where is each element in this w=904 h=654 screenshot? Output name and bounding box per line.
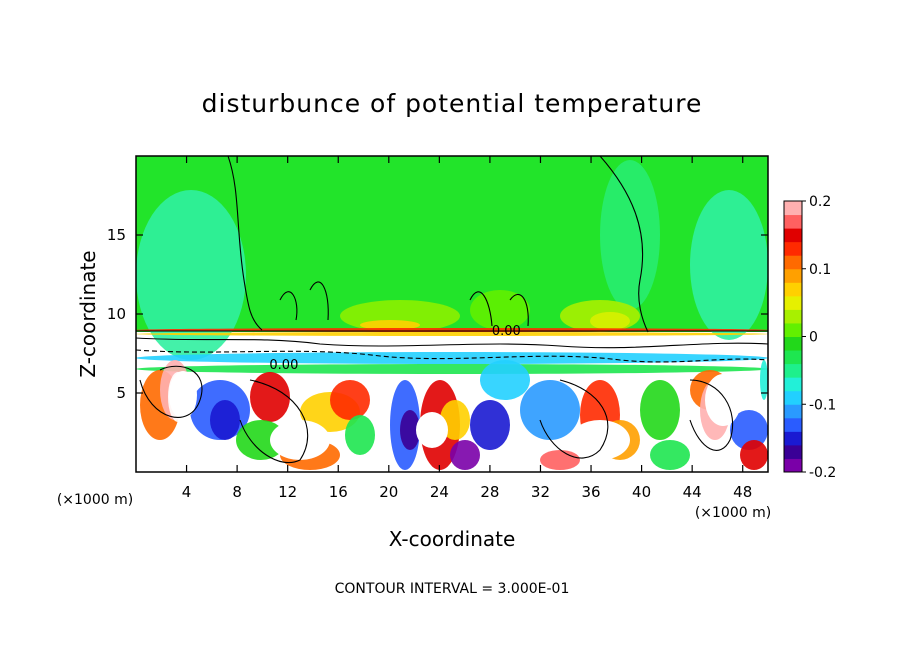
contour-line bbox=[239, 379, 309, 464]
y-axis-unit-label: (×1000 m) bbox=[695, 505, 771, 521]
x-tick-label: 48 bbox=[733, 483, 752, 501]
field-patch bbox=[210, 400, 240, 440]
colorbar-swatch bbox=[784, 268, 802, 283]
contour-line bbox=[227, 156, 263, 331]
colorbar-swatch bbox=[784, 350, 802, 365]
colorbar-swatch bbox=[784, 444, 802, 459]
contour-line bbox=[136, 337, 768, 349]
contour-label: 0.00 bbox=[492, 324, 521, 339]
contour-line bbox=[509, 293, 529, 327]
field-patch bbox=[740, 440, 768, 470]
colorbar-swatch bbox=[784, 404, 802, 419]
colorbar-tick-label: -0.2 bbox=[809, 465, 836, 481]
y-tick-label: 10 bbox=[107, 305, 126, 323]
contour-label: 0.00 bbox=[269, 358, 298, 373]
field-patch bbox=[136, 364, 768, 374]
field-patch bbox=[640, 380, 680, 440]
field-patch bbox=[250, 372, 290, 422]
contour-line bbox=[539, 379, 609, 459]
field-patch bbox=[470, 400, 510, 450]
colorbar-swatch bbox=[784, 241, 802, 256]
colorbar-swatch bbox=[784, 458, 802, 473]
field-patch bbox=[236, 420, 286, 460]
colorbar-tick-label: 0 bbox=[809, 330, 818, 346]
colorbar-swatch bbox=[784, 363, 802, 378]
y-axis: 5 10 15 bbox=[107, 226, 768, 402]
field-patch bbox=[136, 332, 768, 336]
field-patch bbox=[360, 320, 420, 330]
y-tick-label: 5 bbox=[116, 384, 126, 402]
x-tick-label: 32 bbox=[531, 483, 550, 501]
colorbar: 0.2 0.1 0 -0.1 -0.2 bbox=[783, 194, 836, 481]
colorbar-swatch bbox=[784, 309, 802, 324]
field-patch bbox=[730, 410, 768, 450]
contour-interval-note: CONTOUR INTERVAL = 3.000E-01 bbox=[335, 581, 570, 597]
contour-line bbox=[279, 291, 298, 321]
field-patch bbox=[540, 450, 580, 470]
x-tick-label: 8 bbox=[232, 483, 242, 501]
eddy-core bbox=[570, 420, 630, 460]
y-axis-label: Z-coordinate bbox=[76, 250, 100, 377]
contour-line bbox=[309, 281, 329, 321]
colorbar-swatch bbox=[784, 214, 802, 229]
colorbar-tick-label: 0.1 bbox=[809, 262, 831, 278]
field-patch bbox=[480, 360, 530, 400]
x-tick-label: 28 bbox=[480, 483, 499, 501]
colorbar-swatch bbox=[784, 228, 802, 243]
colorbar-tick-label: 0.2 bbox=[809, 194, 831, 210]
colorbar-swatch bbox=[784, 377, 802, 392]
colorbar-tick-label: -0.1 bbox=[809, 397, 836, 413]
eddy-core bbox=[416, 412, 448, 448]
field-patch bbox=[470, 290, 530, 330]
x-axis-label: X-coordinate bbox=[389, 527, 516, 551]
contour-line bbox=[689, 379, 734, 451]
field-patch bbox=[520, 380, 580, 440]
eddy-core bbox=[705, 374, 741, 426]
x-axis: 4 8 12 16 20 24 28 32 36 40 44 48 bbox=[182, 156, 752, 501]
colorbar-swatch bbox=[784, 201, 802, 216]
field-patch bbox=[600, 160, 660, 310]
field-patch bbox=[450, 440, 480, 470]
colorbar-swatch bbox=[784, 282, 802, 297]
contour-line bbox=[469, 291, 493, 327]
chart-title: disturbunce of potential temperature bbox=[202, 89, 703, 118]
colorbar-swatch bbox=[784, 295, 802, 310]
colorbar-swatch bbox=[784, 417, 802, 432]
field-patch bbox=[760, 360, 768, 400]
field-patch bbox=[330, 380, 370, 420]
x-tick-label: 24 bbox=[430, 483, 449, 501]
field-patch bbox=[690, 190, 768, 340]
x-tick-label: 40 bbox=[632, 483, 651, 501]
contour-line bbox=[139, 365, 203, 418]
colorbar-swatch bbox=[784, 322, 802, 337]
x-tick-label: 36 bbox=[581, 483, 600, 501]
plot-area: 0.00 0.00 bbox=[136, 156, 768, 472]
contour-line bbox=[136, 349, 768, 363]
x-tick-label: 4 bbox=[182, 483, 192, 501]
colorbar-swatch bbox=[784, 336, 802, 351]
colorbar-swatch bbox=[784, 431, 802, 446]
field-patch bbox=[590, 312, 630, 330]
contour-line bbox=[599, 156, 649, 333]
x-tick-label: 20 bbox=[379, 483, 398, 501]
y-tick-label: 15 bbox=[107, 226, 126, 244]
x-tick-label: 12 bbox=[278, 483, 297, 501]
x-axis-unit-label: (×1000 m) bbox=[57, 492, 133, 508]
field-patch bbox=[345, 415, 375, 455]
field-patch bbox=[400, 410, 420, 450]
eddy-core bbox=[169, 371, 197, 419]
field-patch bbox=[136, 190, 246, 360]
colorbar-swatch bbox=[784, 255, 802, 270]
field-patch bbox=[650, 440, 690, 470]
x-tick-label: 44 bbox=[683, 483, 702, 501]
x-tick-label: 16 bbox=[329, 483, 348, 501]
colorbar-swatch bbox=[784, 390, 802, 405]
eddy-core bbox=[270, 420, 330, 460]
